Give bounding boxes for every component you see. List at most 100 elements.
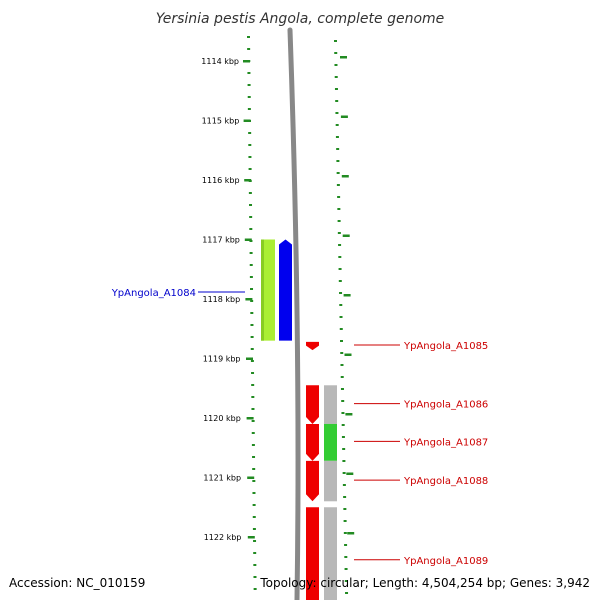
tick-label: 1119 kbp — [203, 355, 241, 364]
minor-tick — [250, 324, 254, 326]
minor-tick — [248, 168, 252, 170]
minor-tick — [344, 556, 348, 558]
minor-tick — [335, 112, 339, 114]
major-tick — [247, 476, 255, 479]
minor-tick — [343, 496, 347, 498]
major-tick — [243, 60, 250, 63]
gene-label: YpAngola_A1089 — [403, 556, 488, 567]
minor-tick — [336, 172, 340, 174]
major-tick — [343, 294, 351, 297]
minor-tick — [249, 276, 253, 278]
minor-tick — [339, 316, 343, 318]
minor-tick — [337, 220, 341, 222]
major-tick — [245, 298, 253, 301]
minor-tick — [336, 160, 340, 162]
major-tick — [342, 234, 350, 237]
tick-label: 1118 kbp — [202, 295, 240, 304]
minor-tick — [249, 216, 253, 218]
minor-tick — [341, 424, 345, 426]
minor-tick — [340, 388, 344, 390]
gene-arrow — [306, 460, 319, 502]
minor-tick — [336, 148, 340, 150]
major-tick — [244, 179, 252, 182]
minor-tick — [342, 448, 346, 450]
major-tick — [344, 353, 352, 356]
minor-tick — [341, 412, 345, 414]
minor-tick — [335, 124, 339, 126]
minor-tick — [335, 136, 339, 138]
tick-label: 1121 kbp — [203, 474, 241, 483]
gene-label: YpAngola_A1085 — [403, 341, 488, 352]
gene-label: YpAngola_A1087 — [403, 437, 488, 448]
minor-tick — [251, 384, 255, 386]
minor-tick — [252, 456, 256, 458]
tick-label: 1122 kbp — [204, 533, 242, 542]
accession-text: Accession: NC_010159 — [9, 576, 146, 590]
minor-tick — [253, 552, 257, 554]
minor-tick — [250, 336, 254, 338]
minor-tick — [337, 196, 341, 198]
minor-tick — [247, 96, 251, 98]
minor-tick — [340, 340, 343, 342]
gene-arrow — [306, 423, 319, 461]
minor-tick — [340, 364, 344, 366]
minor-tick — [248, 144, 252, 146]
gene-arrow — [306, 507, 319, 600]
minor-tick — [340, 352, 344, 354]
minor-tick — [341, 436, 345, 438]
minor-tick — [339, 292, 343, 294]
minor-tick — [338, 256, 342, 258]
major-tick — [243, 119, 251, 122]
minor-tick — [250, 300, 254, 302]
minor-tick — [250, 360, 254, 362]
minor-tick — [247, 84, 251, 86]
gene-track — [261, 239, 337, 600]
minor-tick — [253, 588, 257, 590]
gene-label: YpAngola_A1086 — [403, 400, 488, 411]
minor-tick — [250, 288, 254, 290]
minor-tick — [342, 460, 346, 462]
minor-tick — [343, 508, 347, 510]
gene-category-bar — [324, 507, 337, 600]
gene-label: YpAngola_A1084 — [111, 288, 196, 299]
minor-tick — [337, 232, 341, 234]
gene-category-bar — [324, 460, 337, 502]
minor-tick — [335, 100, 339, 102]
minor-tick — [343, 520, 347, 522]
minor-tick — [339, 304, 343, 306]
tick-label: 1116 kbp — [202, 176, 240, 185]
minor-tick — [251, 396, 255, 398]
minor-tick — [252, 468, 256, 470]
major-tick — [246, 417, 254, 420]
minor-tick — [249, 252, 253, 254]
minor-tick — [345, 592, 349, 594]
minor-tick — [252, 516, 256, 518]
minor-tick — [334, 52, 338, 54]
minor-tick — [252, 528, 256, 530]
major-tick — [341, 175, 349, 178]
minor-tick — [249, 228, 253, 230]
minor-tick — [341, 400, 345, 402]
genome-summary-text: Topology: circular; Length: 4,504,254 bp… — [260, 576, 590, 590]
minor-tick — [252, 480, 256, 482]
minor-tick — [338, 280, 342, 282]
minor-tick — [252, 492, 256, 494]
minor-tick — [247, 48, 251, 50]
minor-tick — [334, 76, 338, 78]
minor-tick — [339, 328, 343, 330]
minor-tick — [334, 64, 338, 66]
tick-label: 1120 kbp — [203, 414, 241, 423]
minor-tick — [249, 204, 253, 206]
gene-category-bar — [324, 385, 337, 424]
major-tick — [347, 532, 355, 535]
major-tick — [246, 357, 253, 360]
minor-tick — [344, 544, 348, 546]
tick-label: 1114 kbp — [201, 57, 239, 66]
minor-tick — [252, 504, 256, 506]
minor-tick — [250, 348, 254, 350]
map-title: Yersinia pestis Angola, complete genome — [156, 11, 445, 27]
minor-tick — [249, 264, 253, 266]
major-tick — [340, 115, 348, 118]
minor-tick — [344, 568, 348, 570]
